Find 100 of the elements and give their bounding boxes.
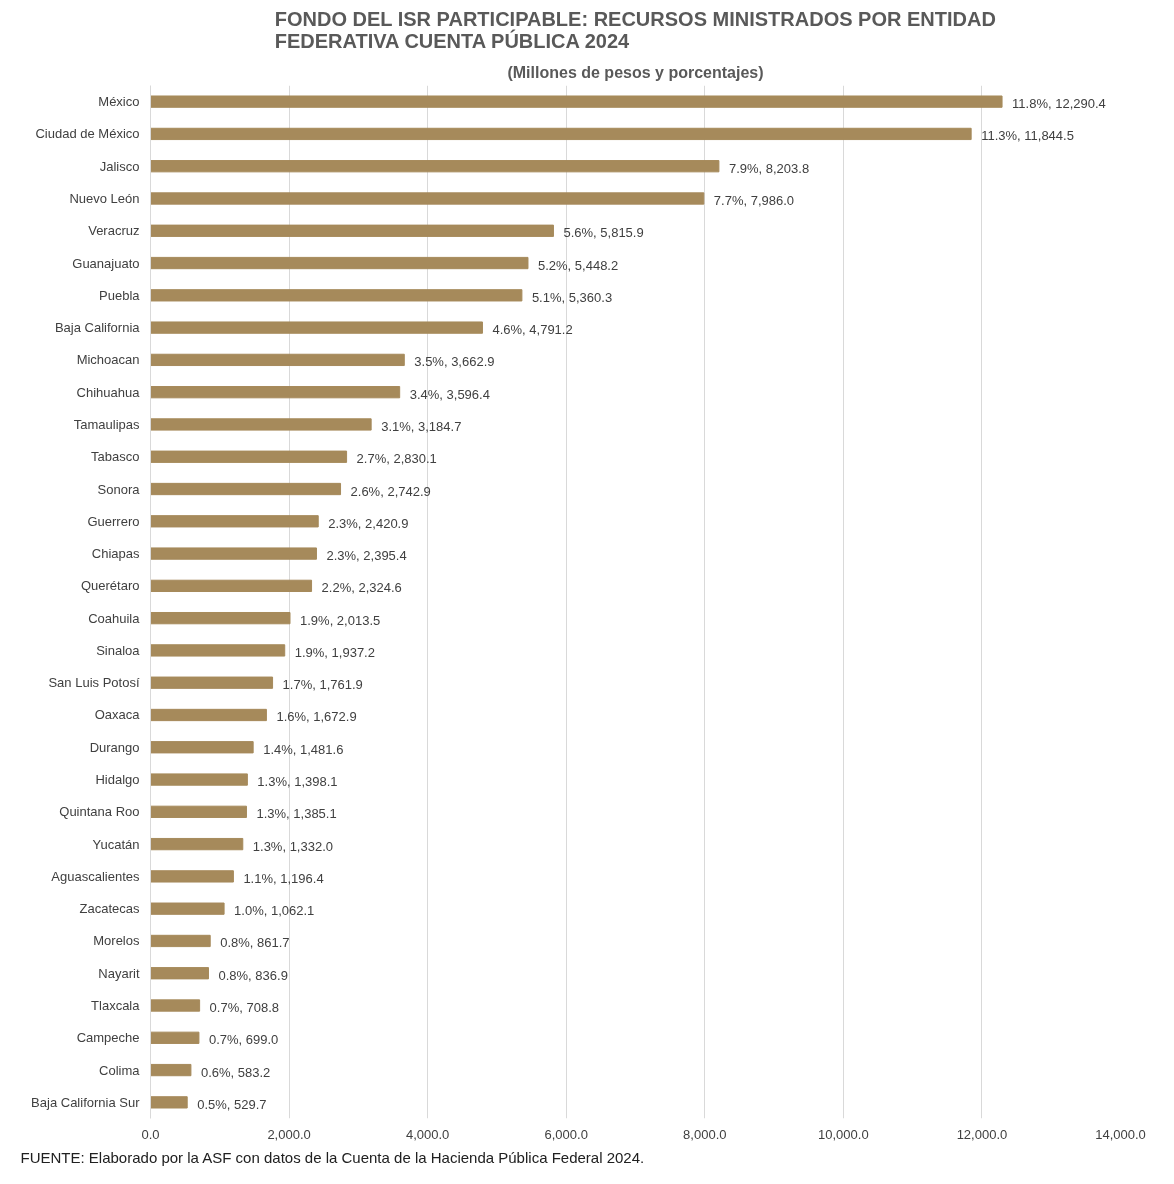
- y-tick-label: Tabasco: [91, 449, 140, 465]
- bar: [150, 1096, 188, 1109]
- bar: [150, 547, 317, 560]
- data-label: 1.9%, 2,013.5: [300, 612, 381, 628]
- data-label: 4.6%, 4,791.2: [492, 322, 573, 338]
- y-tick-label: Nayarit: [98, 965, 140, 981]
- y-tick-label: Querétaro: [80, 578, 140, 594]
- y-tick-label: San Luis Potosí: [48, 675, 140, 691]
- y-tick-label: Ciudad de México: [35, 126, 140, 142]
- y-tick-label: Campeche: [76, 1030, 140, 1046]
- y-tick-label: Jalisco: [99, 158, 140, 174]
- x-tick-label: 10,000.0: [818, 1126, 869, 1142]
- bar: [150, 1031, 200, 1044]
- x-tick-label: 2,000.0: [267, 1126, 311, 1142]
- x-tick-label: 0.0: [141, 1126, 160, 1142]
- data-label: 1.3%, 1,385.1: [256, 806, 337, 822]
- bar: [150, 224, 554, 237]
- data-label: 3.4%, 3,596.4: [409, 386, 490, 402]
- y-tick-label: Morelos: [93, 933, 140, 949]
- bar: [150, 934, 211, 948]
- y-tick-label: Chihuahua: [76, 384, 141, 400]
- data-label: 5.6%, 5,815.9: [563, 225, 644, 241]
- bar: [150, 256, 529, 270]
- y-tick-label: Puebla: [99, 287, 141, 303]
- y-tick-label: Tlaxcala: [91, 998, 141, 1014]
- y-tick-label: Coahuila: [88, 610, 141, 626]
- bar: [150, 482, 342, 496]
- data-label: 0.5%, 529.7: [197, 1096, 267, 1112]
- data-label: 3.5%, 3,662.9: [414, 354, 495, 370]
- x-tick-label: 6,000.0: [544, 1126, 588, 1142]
- data-label: 3.1%, 3,184.7: [381, 418, 462, 434]
- data-label: 5.2%, 5,448.2: [537, 257, 619, 273]
- x-tick-label: 14,000.0: [1095, 1126, 1146, 1142]
- bar: [150, 999, 201, 1012]
- bar: [150, 95, 1003, 108]
- bar: [150, 644, 286, 657]
- bar: [150, 870, 234, 883]
- y-tick-label: Tamaulipas: [73, 416, 140, 432]
- y-tick-label: Durango: [89, 739, 140, 755]
- y-tick-label: Chiapas: [91, 546, 140, 562]
- bar: [150, 418, 372, 431]
- data-label: 2.2%, 2,324.6: [321, 580, 402, 596]
- source-note: FUENTE: Elaborado por la ASF con datos de la Cuenta de la Hacienda Pública Federal 2024.: [20, 1148, 645, 1166]
- bar: [150, 611, 291, 625]
- data-label: 0.8%, 836.9: [218, 967, 288, 983]
- y-tick-label: Yucatán: [92, 836, 140, 852]
- chart-title: FONDO DEL ISR PARTICIPABLE: RECURSOS MINISTRADOS POR ENTIDAD FEDERATIVA CUENTA PÚBLICA 2024: [274, 7, 996, 52]
- bar: [150, 773, 248, 786]
- bar: [150, 353, 405, 367]
- data-label: 2.3%, 2,420.9: [328, 515, 409, 531]
- data-label: 1.0%, 1,062.1: [234, 903, 315, 919]
- bar: [150, 676, 274, 689]
- y-tick-label: Aguascalientes: [51, 868, 140, 884]
- data-label: 0.7%, 699.0: [208, 1032, 279, 1048]
- data-label: 5.1%, 5,360.3: [531, 289, 613, 305]
- y-tick-label: Colima: [99, 1062, 141, 1078]
- bar: [150, 160, 720, 173]
- bar: [150, 805, 247, 818]
- data-label: 2.6%, 2,742.9: [350, 483, 431, 499]
- bar: [150, 837, 244, 851]
- x-tick-label: 4,000.0: [405, 1126, 450, 1142]
- data-label: 2.7%, 2,830.1: [356, 451, 437, 467]
- y-tick-label: Baja California Sur: [31, 1094, 141, 1110]
- bar: [150, 967, 209, 980]
- data-label: 0.6%, 583.2: [200, 1064, 271, 1080]
- y-tick-label: Sinaloa: [96, 642, 141, 658]
- bar: [150, 902, 225, 915]
- y-tick-label: Zacatecas: [79, 901, 140, 917]
- y-tick-label: México: [98, 94, 140, 110]
- data-label: 1.6%, 1,672.9: [276, 709, 357, 725]
- data-label: 0.7%, 708.8: [209, 1000, 279, 1016]
- chart-subtitle: (Millones de pesos y porcentajes): [507, 63, 764, 81]
- bar: [150, 386, 401, 399]
- y-tick-label: Veracruz: [88, 223, 140, 239]
- bar: [150, 127, 972, 141]
- data-label: 1.7%, 1,761.9: [282, 677, 363, 693]
- y-tick-label: Guerrero: [87, 513, 140, 529]
- y-tick-label: Guanajuato: [72, 255, 140, 271]
- bar: [150, 450, 348, 463]
- bar: [150, 192, 705, 205]
- y-tick-label: Nuevo León: [69, 190, 140, 206]
- y-tick-label: Sonora: [97, 481, 141, 497]
- data-label: 7.9%, 8,203.8: [728, 160, 810, 176]
- bar: [150, 579, 313, 593]
- y-tick-label: Hidalgo: [95, 772, 140, 788]
- data-label: 1.4%, 1,481.6: [263, 741, 344, 757]
- data-label: 1.3%, 1,332.0: [252, 838, 334, 854]
- data-label: 2.3%, 2,395.4: [326, 548, 407, 564]
- bar: [150, 515, 319, 528]
- bar: [150, 1063, 192, 1077]
- data-label: 11.3%, 11,844.5: [981, 128, 1074, 144]
- bar: [150, 289, 523, 302]
- data-label: 7.7%, 7,986.0: [713, 192, 795, 208]
- data-label: 1.3%, 1,398.1: [257, 774, 338, 790]
- bar: [150, 741, 254, 754]
- x-tick-label: 8,000.0: [683, 1126, 727, 1142]
- data-label: 1.1%, 1,196.4: [243, 870, 324, 886]
- data-label: 1.9%, 1,937.2: [294, 644, 375, 660]
- bar: [150, 321, 483, 334]
- y-tick-label: Michoacan: [76, 352, 140, 368]
